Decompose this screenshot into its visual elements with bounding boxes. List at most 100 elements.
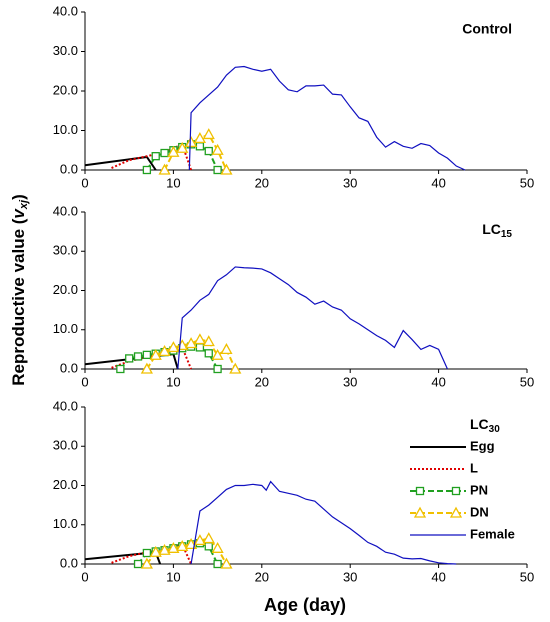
legend-label: L bbox=[470, 460, 478, 475]
marker-square bbox=[142, 165, 152, 175]
x-tick-label: 10 bbox=[166, 569, 180, 584]
panel-title: LC30 bbox=[470, 416, 500, 435]
marker-triangle bbox=[149, 348, 162, 360]
x-tick-label: 50 bbox=[520, 175, 534, 190]
marker-triangle bbox=[220, 557, 233, 569]
marker-triangle bbox=[413, 506, 427, 518]
marker-triangle bbox=[167, 541, 180, 553]
x-tick-label: 20 bbox=[255, 374, 269, 389]
marker-triangle bbox=[184, 136, 198, 147]
marker-triangle bbox=[176, 141, 189, 153]
marker-triangle bbox=[158, 163, 171, 175]
x-tick-label: 10 bbox=[166, 374, 180, 389]
x-tick-label: 40 bbox=[431, 569, 445, 584]
x-axis-label: Age (day) bbox=[264, 595, 346, 615]
x-tick-label: 50 bbox=[520, 569, 534, 584]
x-tick-label: 30 bbox=[343, 374, 357, 389]
marker-square bbox=[195, 343, 205, 352]
series-line bbox=[146, 537, 228, 565]
marker-triangle bbox=[167, 341, 180, 353]
y-tick-label: 0.0 bbox=[60, 555, 78, 570]
x-tick-label: 40 bbox=[431, 374, 445, 389]
y-axis-label: Reproductive value (vxj) bbox=[9, 194, 29, 386]
x-tick-label: 40 bbox=[431, 175, 445, 190]
marker-square bbox=[451, 486, 461, 496]
marker-square bbox=[213, 364, 222, 374]
x-tick-label: 20 bbox=[255, 569, 269, 584]
panel-title-text: LC bbox=[482, 221, 501, 237]
y-tick-label: 10.0 bbox=[53, 516, 78, 531]
marker-triangle bbox=[167, 145, 180, 157]
y-tick-label: 30.0 bbox=[53, 243, 78, 258]
marker-triangle bbox=[202, 532, 215, 544]
series bbox=[190, 480, 457, 565]
y-tick-label: 0.0 bbox=[60, 360, 78, 375]
marker-triangle bbox=[202, 335, 215, 347]
marker-square bbox=[160, 148, 169, 158]
marker-triangle bbox=[140, 362, 153, 374]
marker-triangle bbox=[184, 337, 198, 349]
series bbox=[116, 342, 222, 374]
series bbox=[140, 532, 233, 569]
marker-triangle bbox=[449, 506, 463, 518]
panel-title-sub: 15 bbox=[501, 229, 513, 240]
legend-label: Female bbox=[470, 526, 515, 541]
y-tick-label: 40.0 bbox=[53, 3, 78, 18]
series-line bbox=[190, 480, 457, 565]
marker-square bbox=[204, 146, 213, 156]
marker-triangle bbox=[220, 343, 233, 355]
y-tick-label: 20.0 bbox=[53, 477, 78, 492]
marker-square bbox=[204, 349, 213, 358]
marker-square bbox=[195, 142, 205, 151]
panel-title: LC15 bbox=[482, 221, 512, 240]
marker-square bbox=[116, 364, 125, 374]
legend-label: DN bbox=[470, 504, 489, 519]
marker-triangle bbox=[149, 545, 162, 557]
y-tick-label: 20.0 bbox=[53, 282, 78, 297]
y-tick-label: 0.0 bbox=[60, 161, 78, 176]
marker-triangle bbox=[229, 362, 242, 374]
x-tick-label: 0 bbox=[81, 175, 88, 190]
marker-triangle bbox=[220, 163, 233, 175]
series bbox=[158, 128, 233, 175]
marker-triangle bbox=[176, 539, 189, 551]
series-line bbox=[188, 65, 466, 171]
marker-triangle bbox=[140, 557, 153, 569]
marker-triangle bbox=[193, 132, 207, 144]
marker-triangle bbox=[193, 534, 207, 546]
marker-triangle bbox=[158, 344, 171, 356]
marker-triangle bbox=[211, 143, 224, 155]
marker-square bbox=[213, 165, 222, 175]
series bbox=[177, 266, 448, 370]
x-tick-label: 10 bbox=[166, 175, 180, 190]
x-tick-label: 30 bbox=[343, 175, 357, 190]
marker-square bbox=[213, 559, 222, 569]
y-tick-label: 10.0 bbox=[53, 321, 78, 336]
marker-square bbox=[142, 548, 152, 558]
marker-square bbox=[415, 486, 425, 496]
x-tick-label: 0 bbox=[81, 569, 88, 584]
x-tick-label: 50 bbox=[520, 374, 534, 389]
legend-label: Egg bbox=[470, 438, 495, 453]
series bbox=[140, 333, 242, 374]
series-line bbox=[177, 266, 448, 370]
y-label-var: v bbox=[9, 208, 28, 219]
panel-title-text: LC bbox=[470, 416, 489, 432]
y-tick-label: 30.0 bbox=[53, 438, 78, 453]
marker-square bbox=[151, 152, 160, 161]
y-tick-label: 20.0 bbox=[53, 82, 78, 97]
panel-title-sub: 30 bbox=[489, 424, 501, 435]
x-tick-label: 20 bbox=[255, 175, 269, 190]
y-tick-label: 40.0 bbox=[53, 398, 78, 413]
marker-square bbox=[133, 559, 143, 569]
y-tick-label: 10.0 bbox=[53, 122, 78, 137]
marker-square bbox=[133, 352, 143, 361]
y-label-text: Reproductive value ( bbox=[9, 218, 28, 386]
marker-triangle bbox=[158, 543, 171, 555]
legend-label: PN bbox=[470, 482, 488, 497]
marker-triangle bbox=[202, 128, 215, 140]
marker-triangle bbox=[211, 541, 224, 553]
y-tick-label: 40.0 bbox=[53, 203, 78, 218]
y-label-close: ) bbox=[9, 194, 28, 200]
